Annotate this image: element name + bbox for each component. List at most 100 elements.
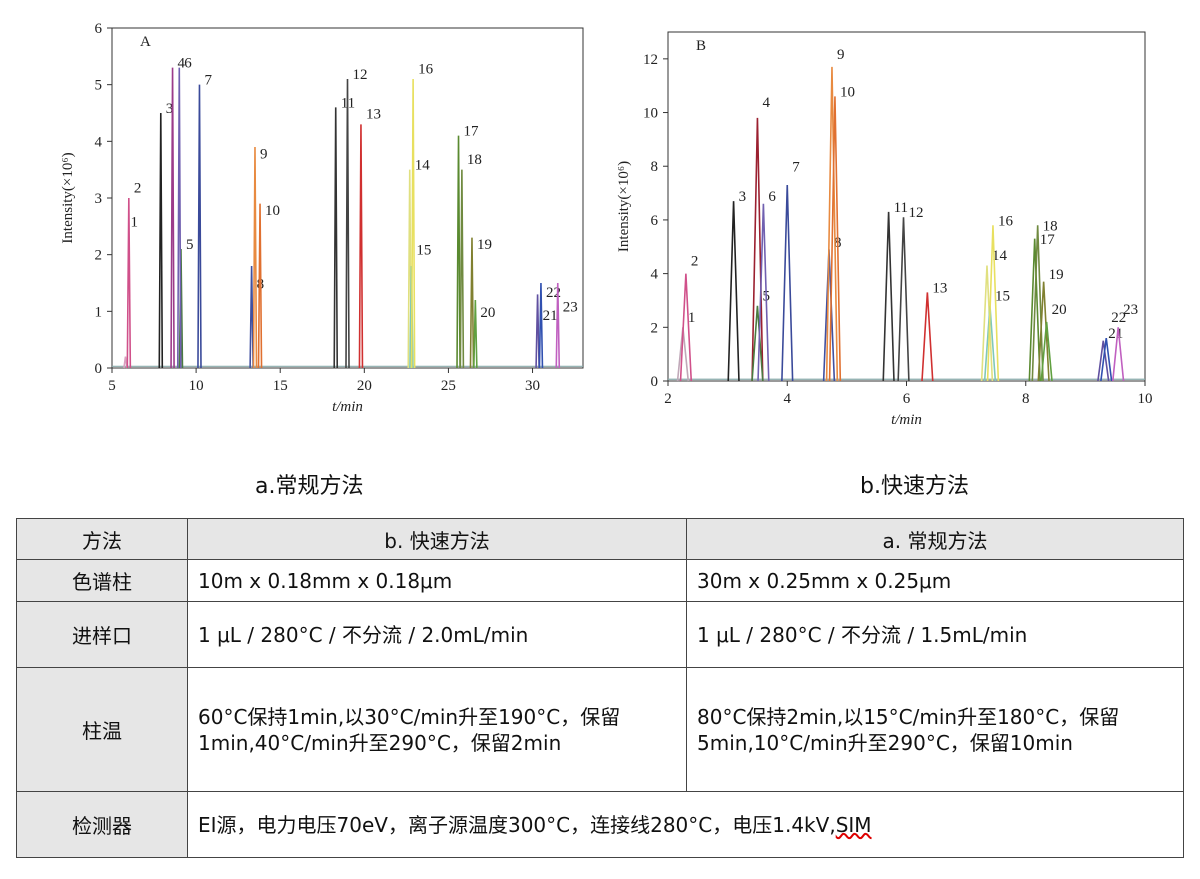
y-tick-label: 2: [651, 320, 659, 336]
y-tick-label: 12: [643, 52, 658, 68]
y-tick-label: 0: [651, 374, 659, 390]
peak-23: [555, 282, 561, 369]
x-tick-label: 10: [189, 378, 204, 394]
peak-label-21: 21: [543, 308, 558, 324]
peak-2: [126, 197, 132, 369]
table-row: 进样口 1 μL / 280°C / 不分流 / 2.0mL/min 1 μL …: [16, 601, 1184, 668]
peak-label-16: 16: [418, 61, 434, 77]
table-header-row: 方法 b. 快速方法 a. 常规方法: [16, 518, 1184, 560]
peak-12: [897, 217, 910, 382]
peak-label-17: 17: [1040, 232, 1056, 248]
peak-label-18: 18: [467, 152, 482, 168]
x-tick-label: 5: [108, 378, 116, 394]
peak-16: [410, 78, 416, 369]
y-tick-label: 6: [95, 21, 103, 37]
peak-10: [828, 96, 842, 382]
peak-19: [469, 237, 475, 369]
table-row: 柱温 60°C保持1min,以30°C/min升至190°C，保留1min,40…: [16, 667, 1184, 792]
peak-1: [123, 356, 128, 369]
peak-13: [921, 292, 934, 382]
peak-label-3: 3: [739, 189, 747, 205]
peak-11: [333, 107, 339, 369]
peak-label-23: 23: [563, 299, 578, 315]
y-axis-label: Intensity(×10⁶): [616, 161, 632, 252]
table-cell: 1 μL / 280°C / 不分流 / 1.5mL/min: [686, 601, 1184, 668]
table-cell: 10m x 0.18mm x 0.18μm: [187, 559, 687, 602]
peak-label-22: 22: [1111, 310, 1126, 326]
y-tick-label: 3: [95, 191, 103, 207]
panel-label: A: [140, 34, 151, 50]
peak-label-2: 2: [134, 180, 142, 196]
peak-label-10: 10: [265, 203, 280, 219]
x-tick-label: 6: [903, 391, 911, 407]
table-row: 色谱柱 10m x 0.18mm x 0.18μm 30m x 0.25mm x…: [16, 559, 1184, 602]
peak-18: [459, 169, 465, 369]
peak-label-13: 13: [366, 107, 381, 123]
peak-4: [751, 117, 764, 382]
peak-label-9: 9: [837, 47, 845, 63]
y-tick-label: 4: [95, 134, 103, 150]
peak-label-14: 14: [415, 158, 431, 174]
table-cell: 1 μL / 280°C / 不分流 / 2.0mL/min: [187, 601, 687, 668]
y-tick-label: 4: [651, 267, 659, 283]
peak-label-16: 16: [998, 213, 1014, 229]
peak-9: [825, 66, 839, 382]
y-tick-label: 5: [95, 78, 103, 94]
peak-22: [1100, 337, 1113, 382]
method-table: 方法 b. 快速方法 a. 常规方法 色谱柱 10m x 0.18mm x 0.…: [16, 518, 1184, 858]
x-axis-label: t/min: [332, 399, 363, 415]
peak-label-18: 18: [1043, 219, 1058, 235]
peak-20: [1040, 321, 1053, 382]
peak-14: [980, 265, 994, 382]
panel-label: B: [696, 38, 706, 54]
peak-label-2: 2: [691, 254, 699, 270]
peak-label-4: 4: [762, 95, 770, 111]
peak-20: [473, 299, 478, 369]
peak-label-7: 7: [204, 73, 212, 89]
header-method: 方法: [16, 518, 188, 560]
x-tick-label: 20: [357, 378, 372, 394]
table-cell: 30m x 0.25mm x 0.25μm: [686, 559, 1184, 602]
x-tick-label: 2: [664, 391, 672, 407]
peak-6: [176, 67, 182, 369]
y-tick-label: 10: [643, 106, 658, 122]
y-tick-label: 8: [651, 159, 659, 175]
peak-3: [158, 112, 164, 369]
table-cell: 60°C保持1min,以30°C/min升至190°C，保留1min,40°C/…: [187, 667, 687, 792]
peak-label-21: 21: [1108, 326, 1123, 342]
peak-label-5: 5: [186, 237, 194, 253]
detector-text: EI源，电力电压70eV，离子源温度300°C，连接线280°C，电压1.4kV…: [198, 812, 836, 837]
x-tick-label: 8: [1022, 391, 1030, 407]
peak-label-7: 7: [792, 160, 800, 176]
peak-label-12: 12: [353, 67, 368, 83]
peak-13: [358, 124, 364, 369]
peak-label-20: 20: [1052, 302, 1067, 318]
peak-21: [1097, 340, 1110, 382]
peak-label-12: 12: [909, 205, 924, 221]
peak-label-10: 10: [840, 84, 855, 100]
peak-label-3: 3: [166, 101, 174, 117]
caption-b: b.快速方法: [860, 474, 969, 499]
peak-label-20: 20: [480, 305, 495, 321]
chart-b: 2 4 6 8 10024681012t/minIntensity(×10⁶)B1234…: [616, 31, 1153, 428]
peak-label-4: 4: [178, 56, 186, 72]
peak-7: [197, 84, 202, 369]
y-axis-label: Intensity(×10⁶): [60, 152, 76, 243]
peak-label-19: 19: [477, 237, 492, 253]
table-cell: 80°C保持2min,以15°C/min升至180°C，保留5min,10°C/…: [686, 667, 1184, 792]
peak-17: [1028, 238, 1041, 382]
peak-label-19: 19: [1049, 267, 1064, 283]
x-tick-label: 25: [441, 378, 456, 394]
peak-6: [757, 203, 770, 382]
y-tick-label: 0: [95, 361, 103, 377]
detector-mode: SIM: [835, 812, 872, 837]
peak-9: [252, 146, 258, 369]
peak-4: [170, 67, 175, 369]
x-tick-label: 30: [525, 378, 540, 394]
peak-22: [538, 282, 544, 369]
table-row: 检测器 EI源，电力电压70eV，离子源温度300°C，连接线280°C，电压1…: [16, 791, 1184, 858]
peak-label-15: 15: [416, 243, 431, 259]
peak-3: [727, 201, 740, 382]
x-tick-label: 15: [273, 378, 288, 394]
peak-7: [781, 185, 794, 382]
